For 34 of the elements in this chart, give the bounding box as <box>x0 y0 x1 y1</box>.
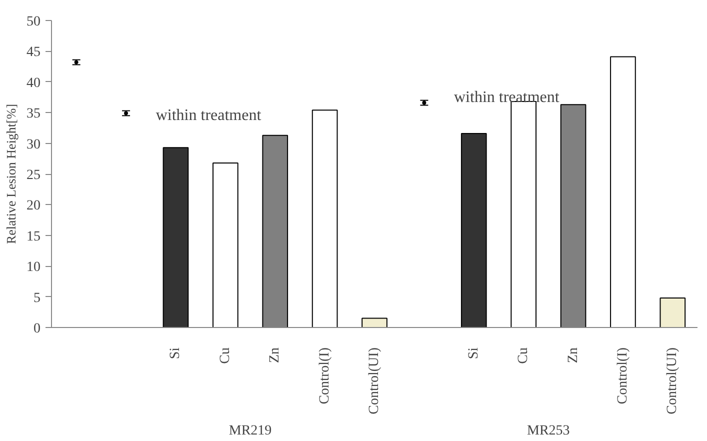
bar <box>510 101 536 328</box>
y-axis-title: Relative Lesion Height[%] <box>4 104 18 244</box>
bar <box>162 147 189 328</box>
y-tick-label: 15 <box>26 229 40 244</box>
y-tick-label: 10 <box>26 260 40 276</box>
y-tick-label: 5 <box>34 290 40 306</box>
bar <box>362 318 388 328</box>
x-tick-label: Control(I) <box>615 347 630 404</box>
bar <box>660 298 686 328</box>
text: MR219 <box>228 424 272 438</box>
y-tick-label: 25 <box>26 168 40 183</box>
y-tick-label: 35 <box>26 106 40 122</box>
x-tick-label: Zn <box>268 347 283 364</box>
y-tick-label: 20 <box>26 198 40 214</box>
annotation: within treatment <box>156 107 262 124</box>
x-tick-label: Control(UI) <box>367 347 382 414</box>
x-tick-label: Control(UI) <box>665 347 680 414</box>
y-tick-label: 30 <box>26 137 40 152</box>
y-tick-label: 50 <box>26 14 40 30</box>
bar <box>312 110 338 328</box>
bar <box>212 162 238 328</box>
bar <box>460 132 487 328</box>
text: MR253 <box>527 424 570 438</box>
x-tick-label: Si <box>466 347 482 360</box>
x-tick-label: Cu <box>516 347 532 364</box>
y-tick-label: 45 <box>26 45 40 60</box>
x-tick-label: Si <box>168 347 184 360</box>
x-tick-label: Control(I) <box>317 347 332 404</box>
bar <box>610 56 636 328</box>
annotation: within treatment <box>454 88 560 106</box>
x-tick-label: Cu <box>218 347 233 364</box>
y-tick-label: 40 <box>26 76 40 91</box>
y-tick-label: 0 <box>34 322 40 336</box>
x-tick-label: Zn <box>566 347 581 364</box>
